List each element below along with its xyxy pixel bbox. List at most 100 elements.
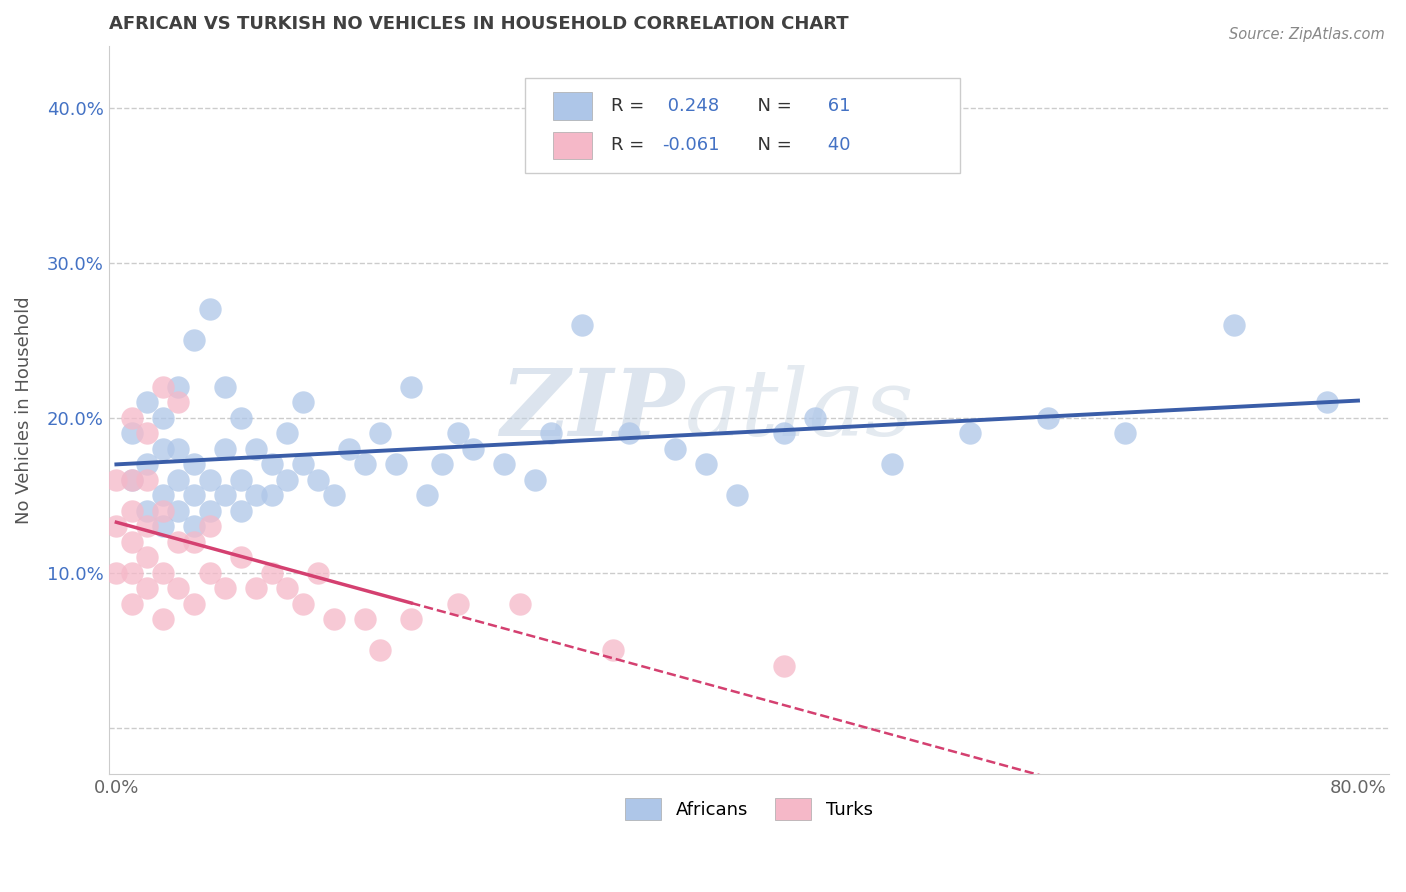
Point bbox=[291, 395, 314, 409]
Legend: Africans, Turks: Africans, Turks bbox=[617, 790, 880, 827]
Point bbox=[152, 442, 174, 456]
Point bbox=[307, 566, 329, 580]
Point bbox=[136, 395, 159, 409]
Point bbox=[229, 503, 252, 517]
Point bbox=[695, 457, 717, 471]
Point bbox=[136, 581, 159, 595]
Point bbox=[183, 534, 205, 549]
Point bbox=[1316, 395, 1339, 409]
Text: R =: R = bbox=[612, 97, 650, 115]
Point bbox=[183, 457, 205, 471]
Point bbox=[291, 597, 314, 611]
Point bbox=[276, 473, 298, 487]
FancyBboxPatch shape bbox=[524, 78, 960, 173]
Point bbox=[152, 503, 174, 517]
Point bbox=[260, 488, 283, 502]
Text: 40: 40 bbox=[823, 136, 851, 154]
Point bbox=[432, 457, 454, 471]
Point bbox=[105, 519, 128, 533]
Point bbox=[447, 597, 470, 611]
Point bbox=[183, 333, 205, 347]
Point bbox=[152, 612, 174, 626]
Point bbox=[121, 473, 143, 487]
Point bbox=[772, 658, 794, 673]
FancyBboxPatch shape bbox=[553, 92, 592, 120]
Point bbox=[353, 612, 375, 626]
FancyBboxPatch shape bbox=[553, 132, 592, 160]
Point bbox=[136, 457, 159, 471]
Point bbox=[121, 410, 143, 425]
Point bbox=[245, 581, 267, 595]
Text: atlas: atlas bbox=[685, 365, 914, 455]
Point bbox=[198, 302, 221, 317]
Text: 0.248: 0.248 bbox=[662, 97, 720, 115]
Point bbox=[245, 488, 267, 502]
Point bbox=[214, 442, 236, 456]
Point bbox=[725, 488, 748, 502]
Point bbox=[136, 503, 159, 517]
Point bbox=[167, 503, 190, 517]
Point bbox=[509, 597, 531, 611]
Point bbox=[136, 473, 159, 487]
Point bbox=[353, 457, 375, 471]
Point bbox=[260, 566, 283, 580]
Point bbox=[183, 519, 205, 533]
Point bbox=[198, 519, 221, 533]
Point bbox=[121, 503, 143, 517]
Point bbox=[105, 566, 128, 580]
Point bbox=[229, 473, 252, 487]
Point bbox=[183, 488, 205, 502]
Point bbox=[447, 426, 470, 441]
Point bbox=[152, 566, 174, 580]
Point bbox=[214, 488, 236, 502]
Point bbox=[416, 488, 439, 502]
Point bbox=[136, 550, 159, 565]
Point bbox=[322, 612, 344, 626]
Point bbox=[368, 426, 391, 441]
Point bbox=[121, 534, 143, 549]
Point bbox=[167, 581, 190, 595]
Point bbox=[276, 581, 298, 595]
Text: ZIP: ZIP bbox=[501, 365, 685, 455]
Point bbox=[602, 643, 624, 657]
Point bbox=[463, 442, 485, 456]
Point bbox=[322, 488, 344, 502]
Text: N =: N = bbox=[745, 136, 797, 154]
Point bbox=[136, 426, 159, 441]
Text: Source: ZipAtlas.com: Source: ZipAtlas.com bbox=[1229, 27, 1385, 42]
Point bbox=[167, 379, 190, 393]
Point bbox=[121, 566, 143, 580]
Text: R =: R = bbox=[612, 136, 650, 154]
Point bbox=[121, 426, 143, 441]
Point bbox=[804, 410, 827, 425]
Point bbox=[276, 426, 298, 441]
Text: AFRICAN VS TURKISH NO VEHICLES IN HOUSEHOLD CORRELATION CHART: AFRICAN VS TURKISH NO VEHICLES IN HOUSEH… bbox=[108, 15, 848, 33]
Point bbox=[105, 473, 128, 487]
Point bbox=[214, 379, 236, 393]
Point bbox=[198, 503, 221, 517]
Point bbox=[664, 442, 686, 456]
Point bbox=[229, 410, 252, 425]
Point bbox=[121, 597, 143, 611]
Point bbox=[198, 473, 221, 487]
Text: -0.061: -0.061 bbox=[662, 136, 720, 154]
Point bbox=[494, 457, 516, 471]
Point bbox=[136, 519, 159, 533]
Point bbox=[152, 379, 174, 393]
Point bbox=[1223, 318, 1246, 332]
Point bbox=[229, 550, 252, 565]
Point bbox=[152, 410, 174, 425]
Point bbox=[540, 426, 562, 441]
Point bbox=[167, 395, 190, 409]
Point bbox=[152, 488, 174, 502]
Point bbox=[368, 643, 391, 657]
Point bbox=[882, 457, 904, 471]
Point bbox=[167, 473, 190, 487]
Point bbox=[291, 457, 314, 471]
Point bbox=[337, 442, 360, 456]
Point bbox=[183, 597, 205, 611]
Y-axis label: No Vehicles in Household: No Vehicles in Household bbox=[15, 296, 32, 524]
Text: N =: N = bbox=[745, 97, 797, 115]
Point bbox=[260, 457, 283, 471]
Text: 61: 61 bbox=[823, 97, 851, 115]
